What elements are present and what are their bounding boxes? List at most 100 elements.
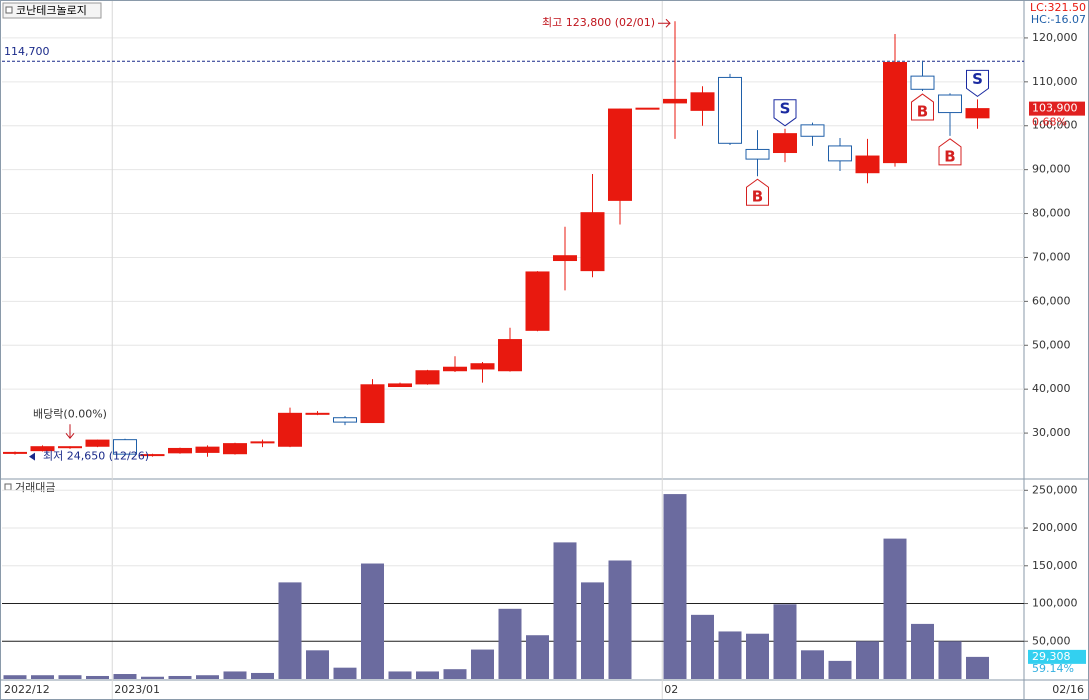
axis-area [1024, 1, 1088, 699]
candle-body [718, 76, 742, 144]
volume-bar [113, 674, 137, 679]
candle-body [608, 108, 632, 201]
volume-bar [581, 582, 604, 679]
candle-body [745, 148, 770, 160]
candle-body [553, 255, 577, 262]
y-tick-label: 120,000 [1032, 31, 1078, 44]
signal-label: S [780, 99, 791, 117]
candle-body [800, 124, 825, 137]
volume-change-label: 59.14% [1032, 662, 1074, 675]
indicator-hc: HC:-16.07 [1031, 13, 1086, 26]
y-tick-label: 250,000 [1032, 483, 1078, 496]
y-tick-label: 100,000 [1032, 597, 1078, 610]
signal-label: B [944, 147, 955, 165]
volume-bar [498, 608, 522, 679]
last-date: 02/16 [1052, 683, 1084, 696]
volume-bar [746, 633, 769, 679]
y-tick-label: 200,000 [1032, 521, 1078, 534]
candle-body [498, 339, 522, 372]
volume-bar [223, 671, 247, 679]
candle-body [278, 412, 302, 447]
x-tick-label: 02 [664, 683, 678, 696]
y-tick-label: 60,000 [1032, 294, 1071, 307]
candle-body [85, 439, 110, 447]
candle-body [883, 62, 907, 164]
candle-body [223, 443, 247, 455]
y-tick-label: 100,000 [1032, 119, 1078, 132]
y-tick-label: 70,000 [1032, 250, 1071, 263]
signal-marker [966, 69, 989, 98]
change-label: 0.68% [1032, 116, 1067, 129]
y-tick-label: 50,000 [1032, 338, 1071, 351]
candle-body [113, 439, 137, 455]
dividend-arrow [65, 424, 75, 440]
signal-label: B [917, 103, 928, 121]
y-tick-label: 110,000 [1032, 75, 1078, 88]
volume-bar [856, 641, 879, 679]
low-arrow [29, 452, 35, 461]
x-tick-label: 2023/01 [114, 683, 160, 696]
candle-body [443, 366, 467, 372]
x-tick-label: 2022/12 [4, 683, 50, 696]
volume-bar [168, 675, 192, 679]
candle-body [635, 107, 660, 110]
candle-body [580, 212, 605, 272]
y-tick-label: 40,000 [1032, 382, 1071, 395]
candle-body [470, 363, 495, 370]
candle-body [965, 108, 990, 119]
candle-body [30, 446, 55, 452]
volume-bar [31, 675, 54, 679]
candle-body [690, 92, 715, 111]
volume-bar [801, 650, 824, 679]
volume-bar [938, 641, 962, 679]
candle-body [58, 446, 82, 449]
reference-label: 114,700 [4, 45, 50, 58]
current-price-label: 103,900 [1032, 102, 1078, 115]
volume-bar [278, 582, 302, 679]
volume-bar [361, 563, 384, 679]
volume-bar [691, 614, 714, 679]
candle-body [910, 75, 935, 90]
volume-bar [773, 604, 797, 679]
y-tick-label: 80,000 [1032, 207, 1071, 220]
volume-bar [608, 560, 632, 679]
signal-marker [938, 138, 962, 166]
candle-body [360, 384, 385, 424]
volume-bar [718, 631, 742, 679]
volume-bar [883, 538, 907, 679]
candle-body [663, 98, 687, 104]
current-price-box [1029, 101, 1085, 116]
volume-bar [388, 671, 412, 679]
volume-bar [663, 494, 687, 679]
y-tick-label: 150,000 [1032, 559, 1078, 572]
signal-marker [773, 99, 797, 127]
volume-title: 거래대금 [15, 481, 55, 494]
title-box [2, 2, 102, 19]
signal-marker [746, 178, 769, 206]
candle-body [938, 94, 962, 114]
volume-bar [251, 672, 274, 679]
candle-body [415, 370, 440, 385]
volume-bar [553, 542, 577, 679]
volume-bar [966, 656, 989, 679]
volume-bar [141, 676, 164, 679]
volume-bar [306, 650, 329, 679]
low-annotation: 최저 24,650 (12/26) [43, 450, 149, 463]
current-volume-label: 29,308 [1032, 650, 1071, 663]
volume-icon [4, 483, 12, 491]
high-annotation: 최고 123,800 (02/01) [542, 16, 655, 29]
volume-bar [471, 649, 494, 679]
y-tick-label: 90,000 [1032, 163, 1071, 176]
signal-label: B [752, 188, 763, 206]
volume-bar [416, 671, 439, 679]
volume-bar [526, 635, 549, 679]
candle-body [333, 417, 357, 423]
title-icon [5, 6, 13, 14]
volume-bar [86, 675, 109, 679]
current-volume-box [1028, 649, 1086, 664]
volume-bar [196, 675, 219, 679]
indicator-lc: LC:321.50 [1030, 1, 1086, 14]
signal-label: S [972, 70, 983, 88]
